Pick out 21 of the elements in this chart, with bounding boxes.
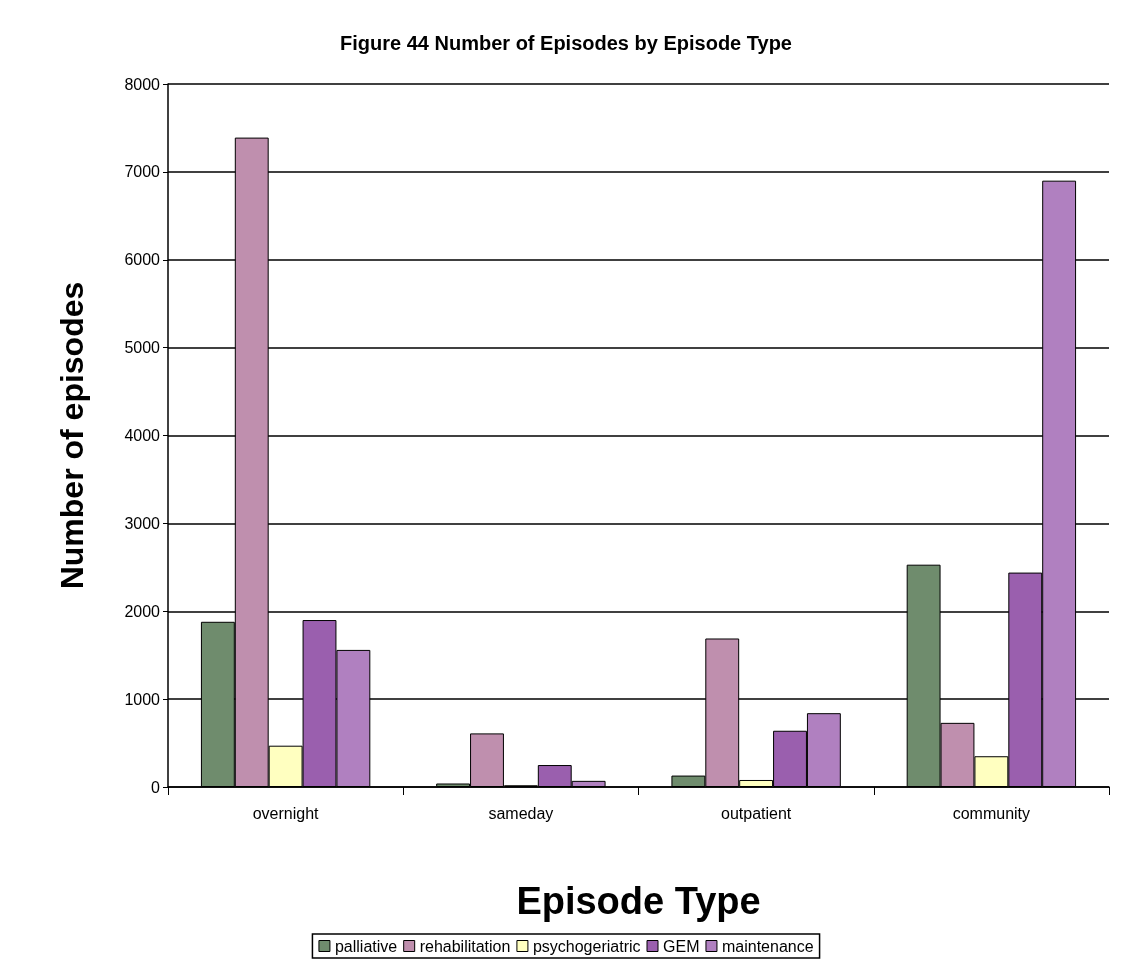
legend-label: palliative <box>334 937 398 955</box>
legend-label: GEM <box>663 937 700 955</box>
y-tick-label: 6000 <box>124 251 161 269</box>
y-axis-title: Number of episodes <box>54 281 90 590</box>
y-tick-label: 8000 <box>124 75 161 93</box>
x-tick-label: sameday <box>488 804 554 822</box>
x-tick-label: outpatient <box>720 804 792 822</box>
y-tick-label: 7000 <box>124 163 161 181</box>
x-tick-label: overnight <box>252 804 320 822</box>
y-tick-label: 1000 <box>124 690 161 708</box>
x-tick-label: community <box>952 804 1031 822</box>
legend-label: psychogeriatric <box>532 937 641 955</box>
chart-title: Figure 44 Number of Episodes by Episode Type <box>340 32 792 54</box>
x-axis-title: Episode Type <box>516 880 761 922</box>
y-tick-label: 3000 <box>124 514 161 532</box>
legend-label: rehabilitation <box>419 937 511 955</box>
y-tick-label: 4000 <box>124 427 161 444</box>
legend-label: maintenance <box>721 937 814 955</box>
y-tick-label: 0 <box>151 778 161 796</box>
y-tick-label: 2000 <box>124 602 161 620</box>
y-tick-label: 5000 <box>124 339 161 357</box>
